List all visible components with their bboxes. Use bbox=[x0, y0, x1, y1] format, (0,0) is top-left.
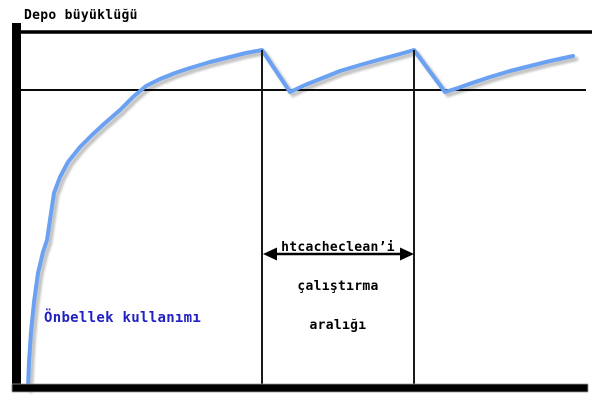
interval-label-line2: çalıştırma bbox=[297, 279, 379, 294]
interval-label-line1: htcacheclean’i bbox=[281, 240, 395, 255]
interval-label: htcacheclean’i çalıştırma aralığı bbox=[238, 215, 438, 358]
cache-usage-label: Önbellek kullanımı bbox=[44, 310, 202, 326]
y-axis-bar bbox=[12, 23, 21, 392]
y-axis-title: Depo büyüklüğü bbox=[24, 8, 138, 23]
interval-arrow-head-left-icon bbox=[263, 247, 277, 261]
cache-curve bbox=[26, 48, 575, 390]
cache-curve-shadow bbox=[28, 50, 579, 394]
interval-arrow-head-right-icon bbox=[400, 247, 414, 261]
interval-label-line3: aralığı bbox=[309, 318, 367, 333]
interval-arrow bbox=[263, 247, 414, 261]
x-axis-bar bbox=[11, 383, 589, 393]
